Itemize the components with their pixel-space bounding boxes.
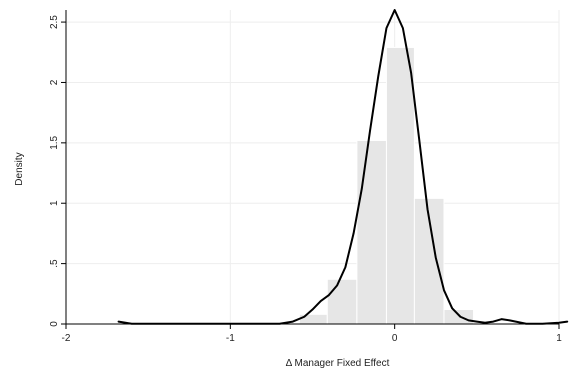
y-tick-label: 0 [49,321,60,327]
histogram-bar [298,313,328,325]
histogram-bar [326,278,358,325]
kde-density-line [117,9,569,325]
histogram-bars [298,46,475,325]
y-ticks: 0 .5 1 1.5 2 2.5 [49,15,66,327]
x-tick-label: -2 [62,333,71,344]
histogram-bar [443,309,475,325]
y-tick-label: 2 [49,79,60,85]
histogram-bar [356,139,387,325]
y-tick-label: .5 [49,259,60,268]
x-ticks: -2 -1 0 1 [62,324,562,344]
histogram-bar [385,46,415,325]
axes [65,10,559,325]
y-axis-title: Density [14,152,25,185]
y-tick-label: 2.5 [49,15,60,29]
x-axis-title: Δ Manager Fixed Effect [286,358,390,369]
y-tick-label: 1 [49,200,60,206]
kde-layer [117,9,569,325]
x-tick-label: 0 [392,333,398,344]
grid-layer [66,10,560,324]
x-tick-label: 1 [556,333,562,344]
x-tick-label: -1 [226,333,235,344]
y-tick-label: 1.5 [49,135,60,149]
